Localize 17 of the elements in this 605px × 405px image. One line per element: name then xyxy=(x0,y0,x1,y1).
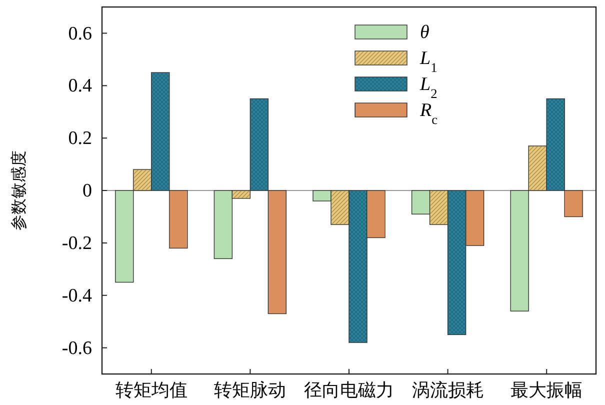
y-tick-label: -0.2 xyxy=(62,233,92,254)
x-tick-label: 径向电磁力 xyxy=(304,380,394,401)
legend-label: L$_{2}$ xyxy=(419,74,438,100)
y-tick-label: 0.4 xyxy=(68,76,92,97)
y-tick-label: -0.6 xyxy=(62,338,92,359)
y-tick-label: 0.6 xyxy=(68,23,92,44)
y-axis-title: 参数敏感度 xyxy=(9,150,28,230)
legend-label: θ xyxy=(420,22,430,43)
legend-label: L$_{1}$ xyxy=(419,48,438,74)
x-tick-label: 最大振幅 xyxy=(510,380,583,401)
y-tick-label: -0.4 xyxy=(62,285,92,306)
x-tick-label: 转矩均值 xyxy=(115,380,188,401)
y-tick-label: 0 xyxy=(82,180,92,202)
legend-label: R$_{c}$ xyxy=(419,100,438,126)
x-tick-label: 涡流损耗 xyxy=(412,380,484,401)
x-tick-label: 转矩脉动 xyxy=(214,380,286,401)
y-tick-label: 0.2 xyxy=(68,128,92,150)
